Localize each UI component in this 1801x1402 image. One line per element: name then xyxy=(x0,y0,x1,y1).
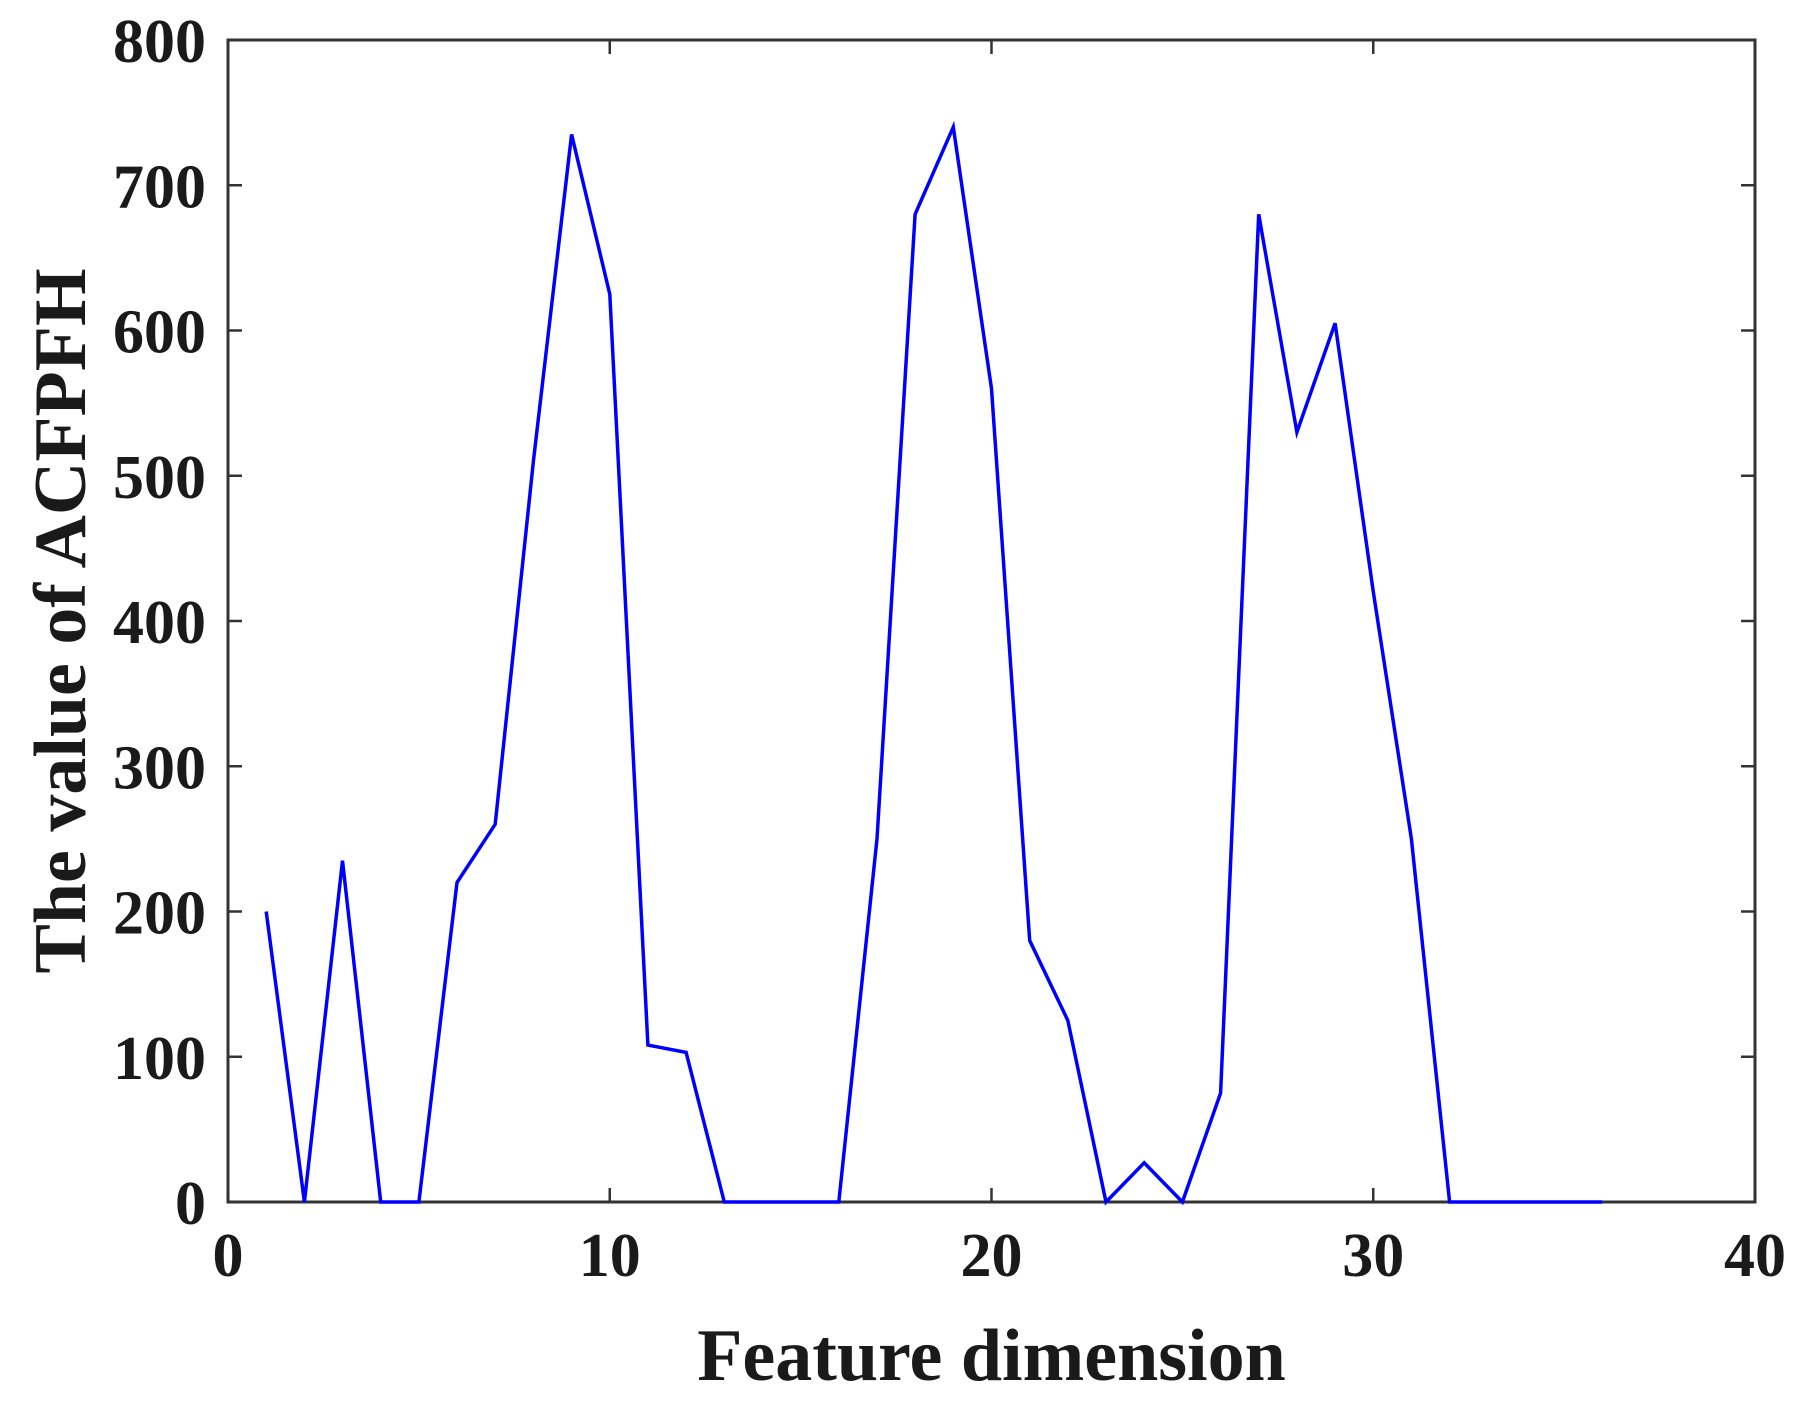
x-tick-label: 30 xyxy=(1342,1222,1404,1290)
y-tick-label: 500 xyxy=(113,444,206,512)
y-tick-label: 200 xyxy=(113,880,206,948)
y-tick-label: 0 xyxy=(175,1170,206,1238)
x-axis-label: Feature dimension xyxy=(697,1315,1286,1397)
y-tick-label: 800 xyxy=(113,8,206,76)
x-tick-label: 0 xyxy=(213,1222,244,1290)
y-tick-label: 600 xyxy=(113,299,206,367)
x-tick-label: 20 xyxy=(961,1222,1023,1290)
y-tick-label: 100 xyxy=(113,1025,206,1093)
y-axis-label: The value of ACFPFH xyxy=(20,268,102,973)
x-axis: 0 10 20 30 40 xyxy=(213,40,1786,1290)
y-tick-label: 300 xyxy=(113,734,206,802)
plot-area xyxy=(226,38,1757,1204)
x-tick-label: 10 xyxy=(579,1222,641,1290)
y-axis: 0 100 200 300 400 500 600 700 800 xyxy=(113,8,1755,1238)
y-tick-label: 700 xyxy=(113,153,206,221)
y-tick-label: 400 xyxy=(113,589,206,657)
series-line xyxy=(264,120,1603,1206)
x-tick-label: 40 xyxy=(1724,1222,1786,1290)
